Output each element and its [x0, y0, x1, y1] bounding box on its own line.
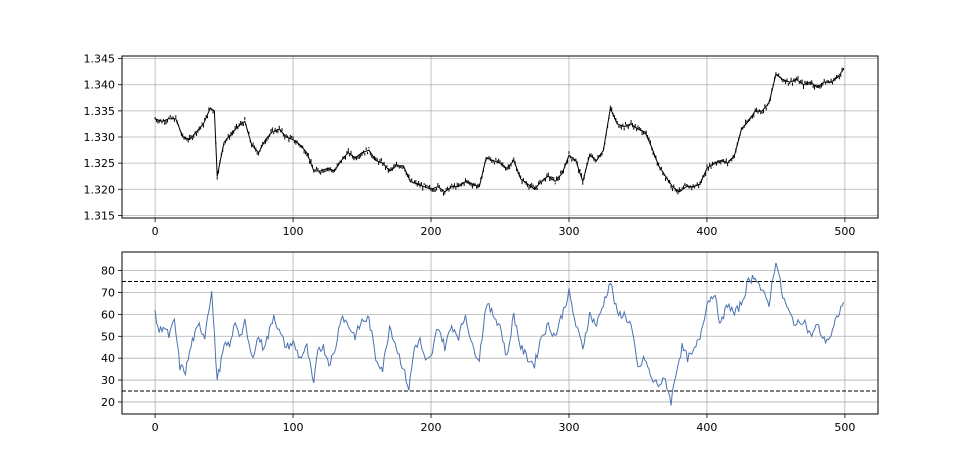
oscillator-ticks: 0 100 200 300 400 500 20 30 40 50 60 70 80 [101, 265, 855, 434]
oscillator-axes-frame [121, 251, 879, 415]
price-chart: 0 100 200 300 400 500 1.315 1.320 1.325 1.330 1.33… [84, 53, 879, 238]
x-tick-label: 0 [152, 225, 159, 238]
y-tick-label: 1.325 [84, 157, 116, 170]
y-tick-label: 40 [101, 352, 115, 365]
oscillator-series [154, 262, 844, 406]
x-tick-label: 300 [558, 421, 579, 434]
x-tick-label: 100 [283, 225, 304, 238]
y-tick-label: 1.315 [84, 209, 116, 222]
y-tick-label: 1.335 [84, 105, 116, 118]
price-series [154, 67, 845, 196]
x-tick-label: 200 [421, 421, 442, 434]
oscillator-threshold-lines [122, 281, 878, 392]
y-tick-label: 80 [101, 265, 115, 278]
oscillator-chart: 0 100 200 300 400 500 20 30 40 50 60 70 80 [101, 251, 879, 434]
x-tick-label: 500 [834, 225, 855, 238]
y-tick-label: 70 [101, 287, 115, 300]
x-tick-label: 200 [421, 225, 442, 238]
y-tick-label: 1.330 [84, 131, 116, 144]
y-tick-label: 1.320 [84, 183, 116, 196]
y-tick-label: 1.345 [84, 53, 116, 66]
x-tick-label: 400 [696, 225, 717, 238]
x-tick-label: 0 [152, 421, 159, 434]
x-tick-label: 300 [558, 225, 579, 238]
y-tick-label: 60 [101, 308, 115, 321]
y-tick-label: 20 [101, 396, 115, 409]
price-ticks: 0 100 200 300 400 500 1.315 1.320 1.325 1.330 1.33… [84, 53, 856, 238]
price-line [154, 68, 844, 193]
oscillator-grid [122, 252, 878, 414]
oscillator-line [154, 262, 844, 406]
y-tick-label: 50 [101, 330, 115, 343]
x-tick-label: 400 [696, 421, 717, 434]
y-tick-label: 30 [101, 374, 115, 387]
x-tick-label: 100 [283, 421, 304, 434]
y-tick-label: 1.340 [84, 79, 116, 92]
x-tick-label: 500 [834, 421, 855, 434]
